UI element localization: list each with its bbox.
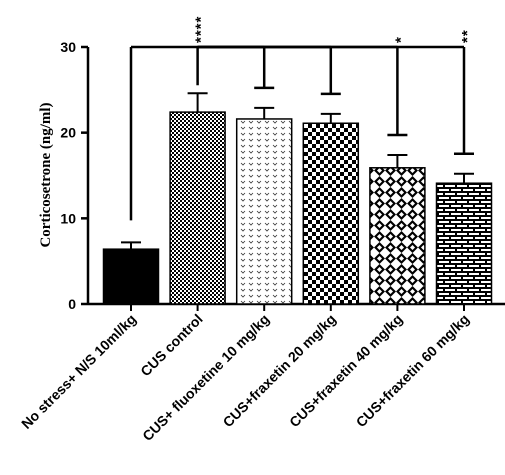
significance-stars: ** <box>459 29 476 43</box>
x-tick-label: No stress+ N/S 10ml/kg <box>18 311 139 432</box>
bar <box>302 122 360 305</box>
y-tick-label: 20 <box>60 125 76 141</box>
significance-brackets: **** * ** <box>129 16 476 221</box>
x-tick-label: CUS+ fluoxetine 10 mg/kg <box>139 311 272 444</box>
y-tick-label: 30 <box>60 39 76 55</box>
significance-stars: **** <box>193 16 210 43</box>
bar <box>169 111 226 305</box>
y-tick-label: 0 <box>68 296 76 312</box>
bars <box>102 111 493 305</box>
bar <box>369 167 426 305</box>
bar <box>102 248 160 305</box>
x-tick-label: CUS+fraxetin 20 mg/kg <box>219 311 338 430</box>
y-axis-label: Corticosetrone (ng/ml) <box>38 102 54 247</box>
y-tick-label: 10 <box>60 210 76 226</box>
x-tick-label: CUS+fraxetin 40 mg/kg <box>286 311 405 430</box>
x-tick-label: CUS control <box>137 311 206 380</box>
bar <box>235 118 293 305</box>
error-bars <box>121 92 474 250</box>
x-tick-label: CUS+fraxetin 60 mg/kg <box>353 311 472 430</box>
bar <box>435 182 493 305</box>
significance-stars: * <box>392 36 409 43</box>
